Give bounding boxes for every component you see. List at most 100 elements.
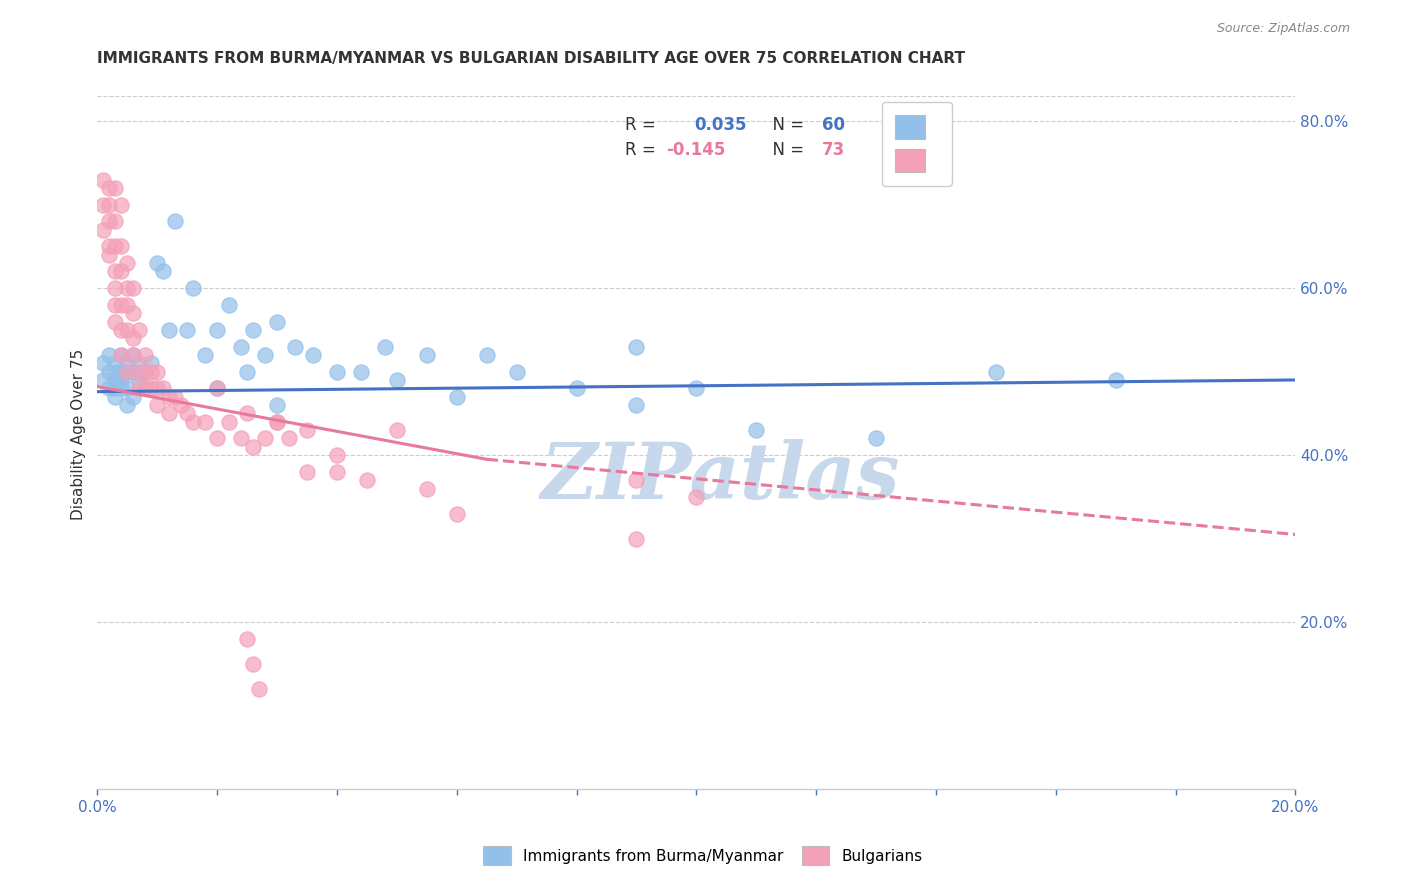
Point	[146, 398, 169, 412]
Point	[266, 314, 288, 328]
Point	[278, 432, 301, 446]
Point	[157, 323, 180, 337]
Point	[165, 214, 187, 228]
Point	[205, 432, 228, 446]
Point	[104, 298, 127, 312]
Text: ZIPatlas: ZIPatlas	[541, 439, 900, 515]
Point	[110, 323, 132, 337]
Point	[242, 323, 264, 337]
Point	[98, 365, 121, 379]
Y-axis label: Disability Age Over 75: Disability Age Over 75	[72, 349, 86, 520]
Point	[104, 239, 127, 253]
Text: R =: R =	[624, 141, 661, 160]
Point	[475, 348, 498, 362]
Point	[247, 681, 270, 696]
Point	[865, 432, 887, 446]
Point	[146, 381, 169, 395]
Point	[295, 423, 318, 437]
Point	[98, 248, 121, 262]
Text: N =: N =	[762, 141, 810, 160]
Point	[146, 365, 169, 379]
Point	[104, 181, 127, 195]
Point	[122, 365, 145, 379]
Text: Source: ZipAtlas.com: Source: ZipAtlas.com	[1216, 22, 1350, 36]
Point	[356, 473, 378, 487]
Point	[176, 323, 198, 337]
Point	[302, 348, 325, 362]
Point	[110, 373, 132, 387]
Text: 0.035: 0.035	[695, 117, 747, 135]
Point	[194, 415, 217, 429]
Point	[254, 432, 277, 446]
Point	[93, 197, 115, 211]
Point	[128, 365, 150, 379]
Point	[104, 365, 127, 379]
Point	[110, 264, 132, 278]
Point	[110, 298, 132, 312]
Point	[229, 432, 252, 446]
Point	[93, 222, 115, 236]
Point	[326, 465, 349, 479]
Point	[110, 348, 132, 362]
Point	[385, 373, 408, 387]
Point	[134, 348, 156, 362]
Point	[984, 365, 1007, 379]
Point	[98, 381, 121, 395]
Point	[104, 373, 127, 387]
Point	[176, 406, 198, 420]
Point	[104, 214, 127, 228]
Point	[505, 365, 527, 379]
Point	[110, 197, 132, 211]
Point	[157, 406, 180, 420]
Point	[104, 264, 127, 278]
Text: 60: 60	[823, 117, 845, 135]
Point	[254, 348, 277, 362]
Point	[205, 381, 228, 395]
Point	[266, 398, 288, 412]
Point	[416, 482, 439, 496]
Point	[236, 632, 259, 646]
Point	[295, 465, 318, 479]
Point	[326, 365, 349, 379]
Point	[117, 356, 139, 370]
Text: 73: 73	[823, 141, 845, 160]
Point	[104, 356, 127, 370]
Point	[242, 440, 264, 454]
Point	[134, 365, 156, 379]
Point	[117, 298, 139, 312]
Point	[117, 398, 139, 412]
Point	[266, 415, 288, 429]
Point	[284, 340, 307, 354]
Point	[104, 314, 127, 328]
Point	[374, 340, 396, 354]
Point	[626, 532, 648, 546]
Point	[181, 281, 204, 295]
Point	[110, 239, 132, 253]
Point	[93, 356, 115, 370]
Point	[128, 381, 150, 395]
Text: IMMIGRANTS FROM BURMA/MYANMAR VS BULGARIAN DISABILITY AGE OVER 75 CORRELATION CH: IMMIGRANTS FROM BURMA/MYANMAR VS BULGARI…	[97, 51, 966, 66]
Point	[134, 381, 156, 395]
Point	[194, 348, 217, 362]
Point	[110, 381, 132, 395]
Text: R =: R =	[624, 117, 666, 135]
Point	[110, 365, 132, 379]
Point	[446, 507, 468, 521]
Point	[128, 373, 150, 387]
Point	[122, 281, 145, 295]
Point	[141, 365, 163, 379]
Point	[117, 381, 139, 395]
Point	[117, 281, 139, 295]
Point	[98, 239, 121, 253]
Point	[385, 423, 408, 437]
Point	[218, 298, 240, 312]
Point	[117, 323, 139, 337]
Point	[218, 415, 240, 429]
Point	[93, 172, 115, 186]
Point	[205, 323, 228, 337]
Point	[128, 356, 150, 370]
Point	[165, 390, 187, 404]
Text: N =: N =	[762, 117, 810, 135]
Point	[146, 256, 169, 270]
Point	[236, 406, 259, 420]
